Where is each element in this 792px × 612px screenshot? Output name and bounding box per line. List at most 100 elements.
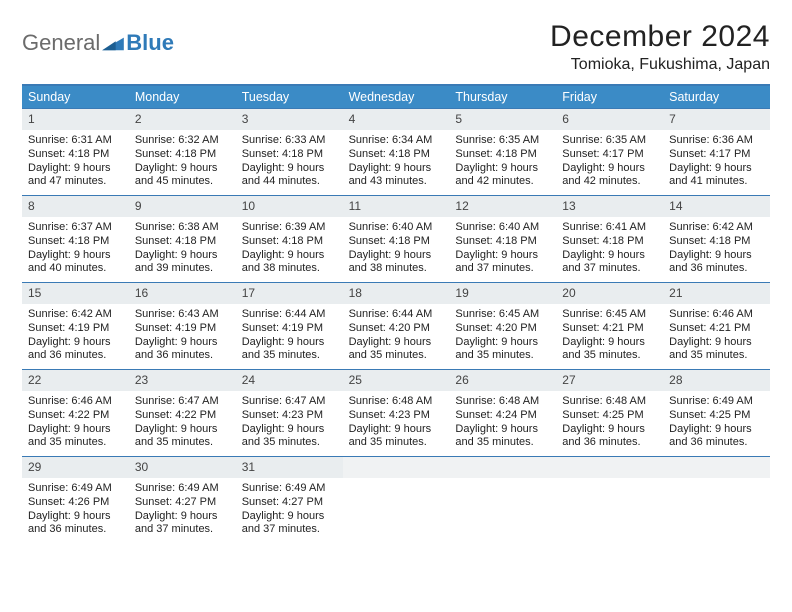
day-number: 5 <box>449 109 556 130</box>
sunset-text: Sunset: 4:23 PM <box>349 409 444 423</box>
sunset-text: Sunset: 4:20 PM <box>455 322 550 336</box>
day-body: Sunrise: 6:31 AMSunset: 4:18 PMDaylight:… <box>22 130 129 195</box>
sunset-text: Sunset: 4:27 PM <box>242 496 337 510</box>
day-number: 31 <box>236 457 343 478</box>
week-row: 22Sunrise: 6:46 AMSunset: 4:22 PMDayligh… <box>22 369 770 456</box>
day-body: Sunrise: 6:48 AMSunset: 4:23 PMDaylight:… <box>343 391 450 456</box>
day-number: 8 <box>22 196 129 217</box>
day-cell: 8Sunrise: 6:37 AMSunset: 4:18 PMDaylight… <box>22 196 129 282</box>
day-body: Sunrise: 6:44 AMSunset: 4:19 PMDaylight:… <box>236 304 343 369</box>
sunrise-text: Sunrise: 6:48 AM <box>562 395 657 409</box>
day-body: Sunrise: 6:46 AMSunset: 4:21 PMDaylight:… <box>663 304 770 369</box>
sunrise-text: Sunrise: 6:32 AM <box>135 134 230 148</box>
dow-tuesday: Tuesday <box>236 86 343 108</box>
brand-part2: Blue <box>126 30 174 56</box>
dow-wednesday: Wednesday <box>343 86 450 108</box>
day-of-week-header: SundayMondayTuesdayWednesdayThursdayFrid… <box>22 86 770 108</box>
sunset-text: Sunset: 4:21 PM <box>669 322 764 336</box>
day-body: Sunrise: 6:42 AMSunset: 4:19 PMDaylight:… <box>22 304 129 369</box>
sunrise-text: Sunrise: 6:40 AM <box>455 221 550 235</box>
daylight-text: Daylight: 9 hours and 35 minutes. <box>455 336 550 364</box>
sunrise-text: Sunrise: 6:42 AM <box>28 308 123 322</box>
sunset-text: Sunset: 4:20 PM <box>349 322 444 336</box>
daylight-text: Daylight: 9 hours and 36 minutes. <box>562 423 657 451</box>
daylight-text: Daylight: 9 hours and 45 minutes. <box>135 162 230 190</box>
empty-day <box>449 457 556 478</box>
sunrise-text: Sunrise: 6:38 AM <box>135 221 230 235</box>
sunrise-text: Sunrise: 6:31 AM <box>28 134 123 148</box>
dow-monday: Monday <box>129 86 236 108</box>
day-number: 22 <box>22 370 129 391</box>
sunset-text: Sunset: 4:18 PM <box>455 148 550 162</box>
daylight-text: Daylight: 9 hours and 47 minutes. <box>28 162 123 190</box>
day-body: Sunrise: 6:43 AMSunset: 4:19 PMDaylight:… <box>129 304 236 369</box>
sunset-text: Sunset: 4:18 PM <box>455 235 550 249</box>
day-cell: 6Sunrise: 6:35 AMSunset: 4:17 PMDaylight… <box>556 109 663 195</box>
day-body: Sunrise: 6:36 AMSunset: 4:17 PMDaylight:… <box>663 130 770 195</box>
day-number: 7 <box>663 109 770 130</box>
daylight-text: Daylight: 9 hours and 43 minutes. <box>349 162 444 190</box>
daylight-text: Daylight: 9 hours and 35 minutes. <box>242 336 337 364</box>
day-number: 2 <box>129 109 236 130</box>
month-title: December 2024 <box>550 20 770 54</box>
daylight-text: Daylight: 9 hours and 36 minutes. <box>28 336 123 364</box>
day-body: Sunrise: 6:32 AMSunset: 4:18 PMDaylight:… <box>129 130 236 195</box>
day-cell <box>343 457 450 543</box>
sunrise-text: Sunrise: 6:43 AM <box>135 308 230 322</box>
day-cell: 2Sunrise: 6:32 AMSunset: 4:18 PMDaylight… <box>129 109 236 195</box>
empty-day <box>343 457 450 478</box>
sunset-text: Sunset: 4:25 PM <box>562 409 657 423</box>
sunrise-text: Sunrise: 6:36 AM <box>669 134 764 148</box>
calendar-page: General Blue December 2024 Tomioka, Fuku… <box>0 0 792 563</box>
sunset-text: Sunset: 4:24 PM <box>455 409 550 423</box>
day-number: 6 <box>556 109 663 130</box>
sunset-text: Sunset: 4:26 PM <box>28 496 123 510</box>
sunset-text: Sunset: 4:18 PM <box>28 148 123 162</box>
logo-triangle-icon <box>102 34 124 52</box>
sunrise-text: Sunrise: 6:47 AM <box>242 395 337 409</box>
day-body: Sunrise: 6:47 AMSunset: 4:22 PMDaylight:… <box>129 391 236 456</box>
sunrise-text: Sunrise: 6:44 AM <box>349 308 444 322</box>
day-number: 20 <box>556 283 663 304</box>
day-body: Sunrise: 6:35 AMSunset: 4:18 PMDaylight:… <box>449 130 556 195</box>
day-body: Sunrise: 6:45 AMSunset: 4:20 PMDaylight:… <box>449 304 556 369</box>
daylight-text: Daylight: 9 hours and 41 minutes. <box>669 162 764 190</box>
day-cell: 20Sunrise: 6:45 AMSunset: 4:21 PMDayligh… <box>556 283 663 369</box>
day-number: 26 <box>449 370 556 391</box>
day-number: 12 <box>449 196 556 217</box>
location-subtitle: Tomioka, Fukushima, Japan <box>550 56 770 74</box>
day-cell: 24Sunrise: 6:47 AMSunset: 4:23 PMDayligh… <box>236 370 343 456</box>
day-body: Sunrise: 6:33 AMSunset: 4:18 PMDaylight:… <box>236 130 343 195</box>
sunrise-text: Sunrise: 6:46 AM <box>28 395 123 409</box>
sunrise-text: Sunrise: 6:45 AM <box>455 308 550 322</box>
day-cell: 28Sunrise: 6:49 AMSunset: 4:25 PMDayligh… <box>663 370 770 456</box>
sunrise-text: Sunrise: 6:42 AM <box>669 221 764 235</box>
dow-friday: Friday <box>556 86 663 108</box>
daylight-text: Daylight: 9 hours and 35 minutes. <box>242 423 337 451</box>
sunset-text: Sunset: 4:19 PM <box>135 322 230 336</box>
brand-part1: General <box>22 30 100 56</box>
sunset-text: Sunset: 4:18 PM <box>242 148 337 162</box>
day-cell: 25Sunrise: 6:48 AMSunset: 4:23 PMDayligh… <box>343 370 450 456</box>
day-number: 24 <box>236 370 343 391</box>
day-cell: 13Sunrise: 6:41 AMSunset: 4:18 PMDayligh… <box>556 196 663 282</box>
week-row: 1Sunrise: 6:31 AMSunset: 4:18 PMDaylight… <box>22 108 770 195</box>
day-number: 14 <box>663 196 770 217</box>
day-cell: 7Sunrise: 6:36 AMSunset: 4:17 PMDaylight… <box>663 109 770 195</box>
dow-sunday: Sunday <box>22 86 129 108</box>
sunrise-text: Sunrise: 6:49 AM <box>242 482 337 496</box>
day-cell: 21Sunrise: 6:46 AMSunset: 4:21 PMDayligh… <box>663 283 770 369</box>
day-body: Sunrise: 6:49 AMSunset: 4:26 PMDaylight:… <box>22 478 129 543</box>
day-cell: 19Sunrise: 6:45 AMSunset: 4:20 PMDayligh… <box>449 283 556 369</box>
sunset-text: Sunset: 4:18 PM <box>135 148 230 162</box>
daylight-text: Daylight: 9 hours and 38 minutes. <box>242 249 337 277</box>
daylight-text: Daylight: 9 hours and 42 minutes. <box>562 162 657 190</box>
sunrise-text: Sunrise: 6:48 AM <box>349 395 444 409</box>
day-cell: 11Sunrise: 6:40 AMSunset: 4:18 PMDayligh… <box>343 196 450 282</box>
dow-saturday: Saturday <box>663 86 770 108</box>
sunset-text: Sunset: 4:18 PM <box>349 235 444 249</box>
day-cell <box>556 457 663 543</box>
day-cell: 10Sunrise: 6:39 AMSunset: 4:18 PMDayligh… <box>236 196 343 282</box>
day-body: Sunrise: 6:44 AMSunset: 4:20 PMDaylight:… <box>343 304 450 369</box>
day-cell: 31Sunrise: 6:49 AMSunset: 4:27 PMDayligh… <box>236 457 343 543</box>
